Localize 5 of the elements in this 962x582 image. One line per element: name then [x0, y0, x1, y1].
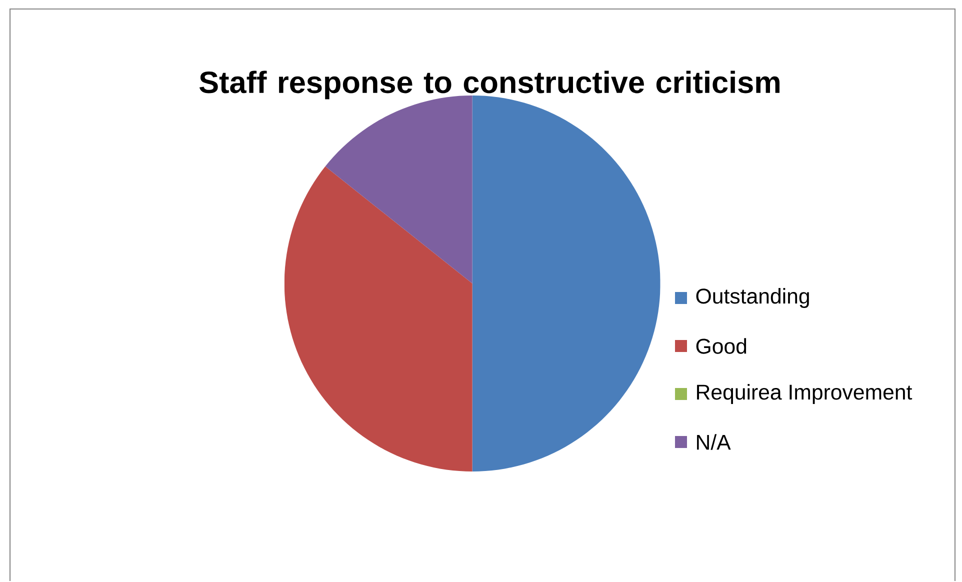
legend-label: Good — [696, 338, 746, 354]
legend-label: Outstanding — [696, 288, 809, 308]
legend-label: N/A — [697, 434, 731, 450]
chart-title: Staff response to constructive criticism — [199, 70, 780, 100]
legend-label: Requirea Improvement — [697, 384, 912, 404]
